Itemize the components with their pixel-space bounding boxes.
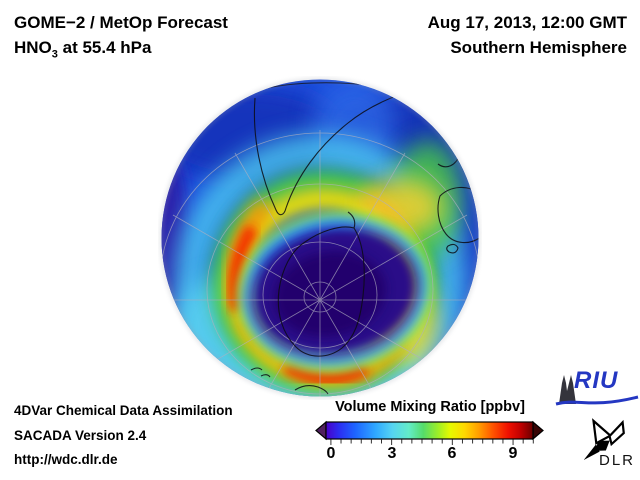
header-right: Aug 17, 2013, 12:00 GMT Southern Hemisph…	[428, 10, 627, 60]
colorbar-left-arrow-icon	[315, 420, 327, 441]
datetime-text: Aug 17, 2013, 12:00 GMT	[427, 13, 627, 32]
colorbar-title: Volume Mixing Ratio [ppbv]	[335, 399, 525, 415]
colorbar-tick-label: 0	[326, 445, 336, 462]
colorbar-ticks	[330, 439, 534, 445]
riu-logo: RIU	[555, 367, 640, 409]
species-line: HNO3 at 55.4 hPa	[14, 35, 228, 67]
colorbar-tick-label: 6	[447, 445, 457, 462]
graticule	[161, 130, 479, 397]
colorbar-tick-label: 9	[508, 445, 518, 462]
species-level: at 55.4 hPa	[57, 38, 152, 57]
colorbar-right-arrow-icon	[532, 420, 544, 441]
globe-rim	[160, 78, 480, 398]
hemisphere-map-svg	[160, 78, 480, 398]
dlr-logo-text: DLR	[599, 452, 636, 469]
riu-swoosh-icon	[555, 395, 639, 406]
mixing-ratio-field	[161, 79, 479, 397]
colorbar-tick-label: 3	[387, 445, 397, 462]
credit-line-2: SACADA Version 2.4	[14, 427, 147, 443]
species-name: HNO	[14, 38, 52, 57]
hemisphere-map	[158, 76, 482, 400]
colorbar-scale	[315, 420, 544, 445]
colorbar: Volume Mixing Ratio [ppbv] 0 3 6 9	[315, 399, 545, 469]
credit-line-3: http://wdc.dlr.de	[14, 452, 118, 467]
header-left: GOME−2 / MetOp Forecast HNO3 at 55.4 hPa	[14, 10, 228, 67]
colorbar-gradient-bar	[325, 421, 534, 440]
riu-logo-graphics	[555, 375, 639, 406]
riu-logo-text: RIU	[574, 367, 619, 394]
product-title: GOME−2 / MetOp Forecast	[14, 13, 228, 32]
footer-credits: 4DVar Chemical Data Assimilation SACADA …	[14, 399, 233, 473]
region-text: Southern Hemisphere	[450, 38, 627, 57]
dlr-logo: DLR	[570, 415, 640, 475]
dlr-star-icon	[583, 418, 625, 461]
cathedral-icon	[559, 375, 576, 404]
species-subscript: 3	[51, 48, 58, 61]
credit-line-1: 4DVar Chemical Data Assimilation	[14, 403, 233, 418]
